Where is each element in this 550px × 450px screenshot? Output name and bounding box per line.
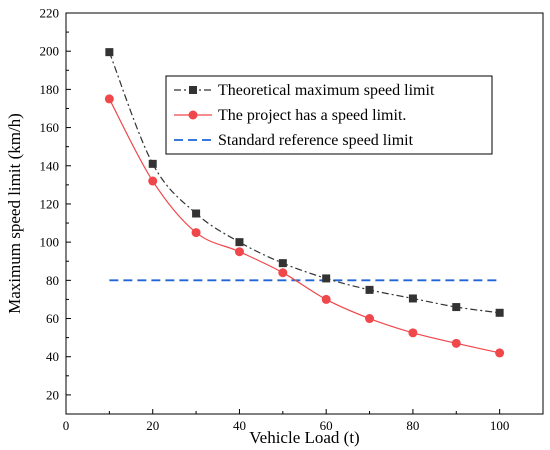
x-tick-label: 80: [406, 418, 419, 433]
x-tick-label: 100: [490, 418, 510, 433]
data-point-square: [235, 238, 244, 247]
series-2: [104, 94, 505, 358]
data-point-square: [105, 48, 114, 57]
data-point-circle: [278, 268, 288, 278]
x-tick-label: 40: [233, 418, 246, 433]
legend-box: [165, 75, 493, 155]
legend-label: The project has a speed limit.: [218, 107, 406, 124]
data-point-square: [495, 308, 504, 317]
legend-item-3: Standard reference speed limit: [174, 132, 414, 149]
data-point-square: [278, 259, 287, 268]
legend: Theoretical maximum speed limit The proje…: [165, 75, 493, 155]
y-tick-label: 40: [46, 349, 59, 364]
y-tick-label: 20: [46, 387, 59, 402]
y-tick-label: 140: [40, 158, 60, 173]
legend-marker: [189, 86, 197, 94]
y-tick-label: 220: [40, 6, 60, 21]
y-axis-ticks: 20 40 60 80 100 120 140 160 180 200 220: [40, 6, 71, 402]
data-point-circle: [148, 176, 158, 186]
data-point-circle: [408, 328, 418, 338]
data-point-square: [148, 159, 157, 168]
data-point-circle: [234, 247, 244, 257]
y-tick-label: 180: [40, 82, 60, 97]
y-tick-label: 120: [40, 196, 60, 211]
data-point-circle: [451, 338, 461, 348]
legend-item-2: The project has a speed limit.: [174, 107, 406, 124]
x-axis-title: Vehicle Load (t): [249, 428, 359, 447]
plot-border: [65, 12, 544, 415]
data-point-circle: [104, 94, 114, 104]
x-tick-label: 0: [63, 418, 70, 433]
plot-frame: [65, 12, 544, 415]
y-tick-label: 80: [46, 273, 59, 288]
data-point-square: [322, 274, 331, 283]
y-tick-label: 100: [40, 235, 60, 250]
x-tick-label: 20: [146, 418, 159, 433]
data-point-square: [408, 294, 417, 303]
series-1: [105, 48, 504, 317]
data-point-circle: [191, 228, 201, 238]
data-point-circle: [495, 348, 505, 358]
y-tick-label: 200: [40, 44, 60, 59]
data-point-circle: [365, 314, 375, 324]
y-tick-label: 60: [46, 311, 59, 326]
y-tick-label: 160: [40, 120, 60, 135]
data-point-square: [365, 285, 374, 294]
legend-item-1: Theoretical maximum speed limit: [174, 82, 435, 99]
y-axis-title: Maximum speed limit (km/h): [5, 113, 24, 314]
series-line: [108, 51, 500, 314]
x-axis-ticks: 0 20 40 60 80 100: [63, 409, 510, 433]
series-line: [108, 98, 500, 354]
legend-marker: [188, 110, 198, 120]
legend-label: Theoretical maximum speed limit: [218, 82, 435, 99]
data-point-square: [452, 303, 461, 312]
x-tick-label: 60: [320, 418, 333, 433]
series-layer: [104, 48, 505, 358]
data-point-square: [192, 209, 201, 218]
legend-label: Standard reference speed limit: [218, 132, 414, 149]
data-point-circle: [321, 294, 331, 304]
